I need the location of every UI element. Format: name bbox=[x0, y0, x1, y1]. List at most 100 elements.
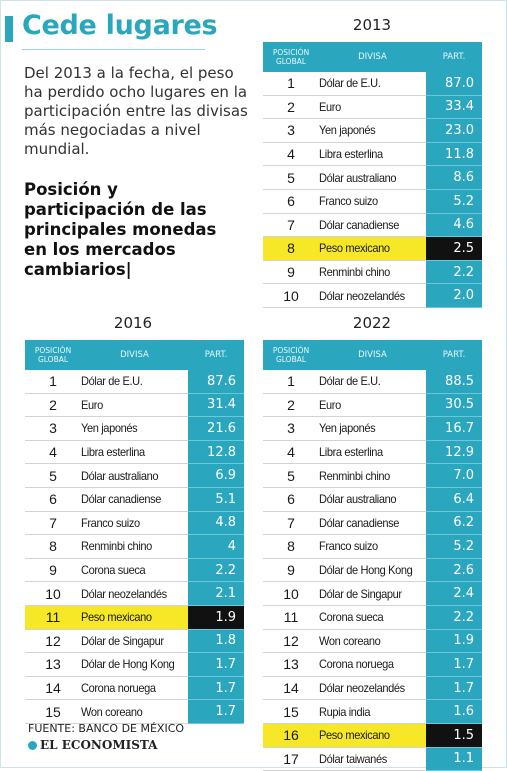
row-position: 1 bbox=[263, 72, 319, 95]
row-currency: Libra esterlina bbox=[81, 441, 179, 464]
row-position: 10 bbox=[25, 582, 81, 605]
row-currency: Yen japonés bbox=[81, 417, 179, 440]
row-position: 7 bbox=[263, 214, 319, 237]
header-position-line1: POSICIÓN bbox=[273, 48, 309, 57]
row-position: 10 bbox=[263, 284, 319, 307]
row-currency: Euro bbox=[319, 394, 417, 417]
year-label-2013: 2013 bbox=[332, 16, 412, 34]
row-currency: Dólar canadiense bbox=[319, 512, 417, 535]
row-currency: Dólar de Singapur bbox=[81, 630, 179, 653]
row-share: 6.2 bbox=[426, 512, 482, 536]
row-currency: Dólar de Hong Kong bbox=[319, 559, 417, 582]
row-position: 12 bbox=[25, 630, 81, 653]
row-currency: Corona sueca bbox=[81, 559, 179, 582]
header-position-line2: GLOBAL bbox=[38, 355, 68, 364]
row-position: 16 bbox=[263, 724, 319, 747]
row-position: 2 bbox=[263, 394, 319, 417]
row-position: 8 bbox=[263, 237, 319, 260]
row-position: 4 bbox=[25, 441, 81, 464]
row-share: 1.7 bbox=[188, 700, 244, 724]
row-position: 2 bbox=[263, 96, 319, 119]
header-share: PART. bbox=[426, 52, 482, 62]
row-currency: Renminbi chino bbox=[319, 464, 417, 487]
row-share: 33.4 bbox=[426, 96, 482, 120]
row-position: 3 bbox=[25, 417, 81, 440]
row-share: 1.5 bbox=[426, 724, 482, 748]
row-share: 88.5 bbox=[426, 370, 482, 394]
row-currency: Peso mexicano bbox=[319, 724, 417, 747]
row-share: 2.5 bbox=[426, 237, 482, 261]
row-share: 5.1 bbox=[188, 488, 244, 512]
row-share: 1.8 bbox=[188, 630, 244, 654]
row-position: 5 bbox=[263, 464, 319, 487]
row-position: 13 bbox=[25, 653, 81, 676]
row-share: 1.7 bbox=[426, 677, 482, 701]
row-currency: Renminbi chino bbox=[81, 535, 179, 558]
header-position-line2: GLOBAL bbox=[276, 355, 306, 364]
row-position: 11 bbox=[263, 606, 319, 629]
section-subheading: Posición y participación de las principa… bbox=[24, 180, 244, 280]
row-share: 8.6 bbox=[426, 166, 482, 190]
row-currency: Corona noruega bbox=[319, 653, 417, 676]
header-share: PART. bbox=[426, 350, 482, 360]
row-position: 9 bbox=[263, 559, 319, 582]
row-share: 2.4 bbox=[426, 582, 482, 606]
row-position: 11 bbox=[25, 606, 81, 629]
source-note: FUENTE: BANCO DE MÉXICO bbox=[28, 722, 184, 735]
row-share: 30.5 bbox=[426, 394, 482, 418]
header-currency: DIVISA bbox=[319, 52, 426, 62]
row-currency: Yen japonés bbox=[319, 417, 417, 440]
row-position: 1 bbox=[263, 370, 319, 393]
header-share: PART. bbox=[188, 350, 244, 360]
brand-logo: EL ECONOMISTA bbox=[28, 738, 157, 752]
row-currency: Dólar neozelandés bbox=[319, 677, 417, 700]
row-currency: Libra esterlina bbox=[319, 143, 417, 166]
row-share: 31.4 bbox=[188, 394, 244, 418]
row-share: 6.4 bbox=[426, 488, 482, 512]
row-currency: Euro bbox=[81, 394, 179, 417]
row-share: 1.7 bbox=[188, 653, 244, 677]
row-position: 2 bbox=[25, 394, 81, 417]
row-position: 8 bbox=[263, 535, 319, 558]
row-currency: Dólar australiano bbox=[319, 166, 417, 189]
row-share: 2.2 bbox=[426, 261, 482, 285]
row-position: 10 bbox=[263, 582, 319, 605]
row-share: 87.0 bbox=[426, 72, 482, 96]
row-position: 6 bbox=[263, 488, 319, 511]
row-share: 12.9 bbox=[426, 441, 482, 465]
row-currency: Won coreano bbox=[319, 630, 417, 653]
header-position-line1: POSICIÓN bbox=[273, 346, 309, 355]
row-currency: Dólar australiano bbox=[319, 488, 417, 511]
year-label-2016: 2016 bbox=[93, 314, 173, 332]
row-currency: Dólar canadiense bbox=[81, 488, 179, 511]
row-share: 7.0 bbox=[426, 464, 482, 488]
row-position: 9 bbox=[263, 261, 319, 284]
